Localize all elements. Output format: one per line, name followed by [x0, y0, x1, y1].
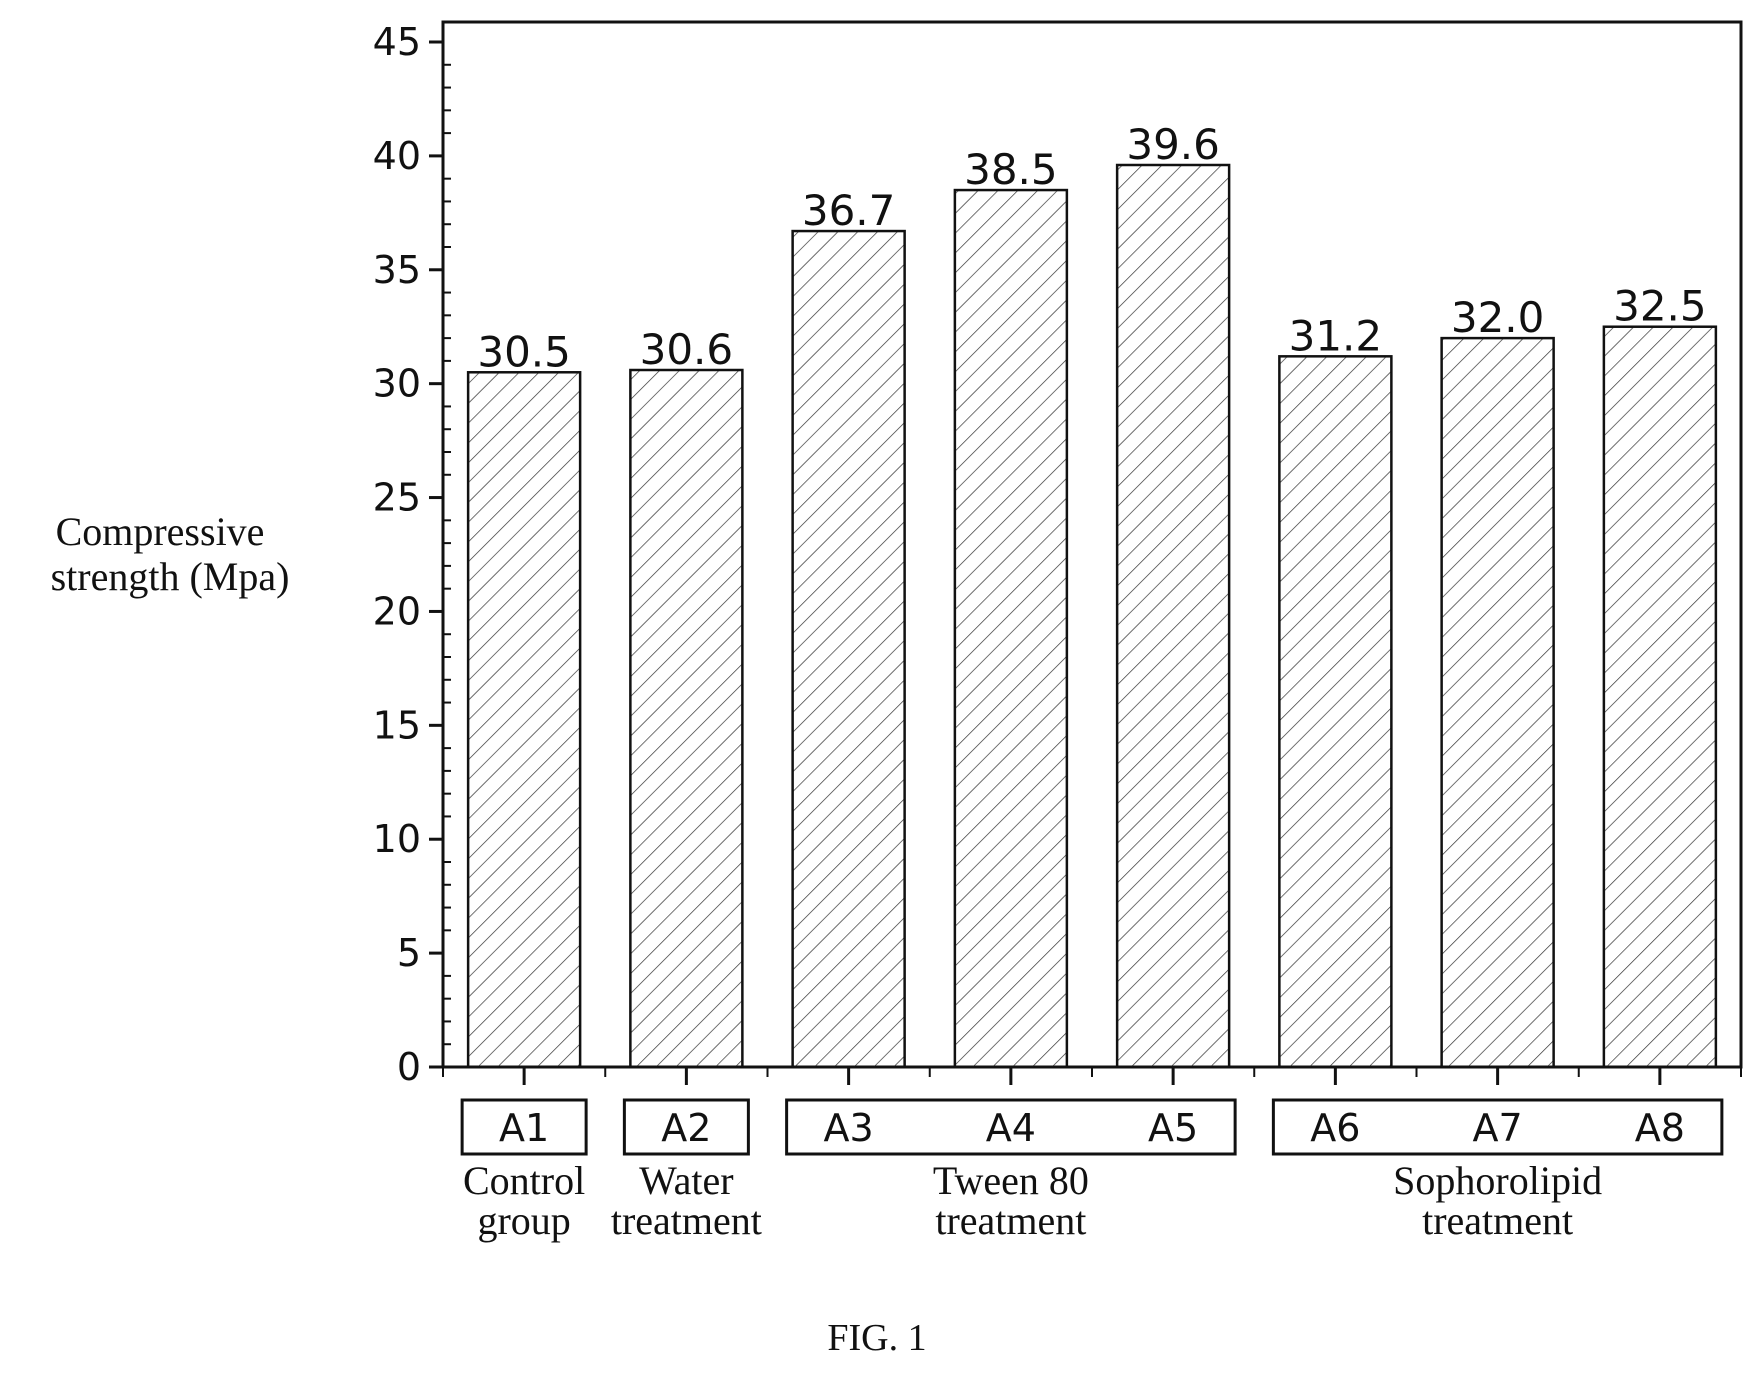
group-label-line: treatment	[611, 1198, 762, 1243]
bar-value-label: 32.0	[1451, 293, 1545, 342]
y-axis-label-line-2: strength (Mpa)	[51, 554, 290, 599]
category-label: A1	[499, 1106, 549, 1150]
category-label: A7	[1473, 1106, 1523, 1150]
bar-A4	[953, 188, 1069, 1069]
category-label: A5	[1148, 1106, 1198, 1150]
y-axis-label-line-1: Compressive	[56, 509, 265, 554]
group-box	[1271, 1098, 1724, 1156]
group-label-line: Sophorolipid	[1393, 1158, 1602, 1203]
category-label: A8	[1635, 1106, 1685, 1150]
bar-A1	[466, 371, 582, 1069]
y-tick-label: 45	[373, 20, 421, 64]
bar-A6	[1278, 355, 1393, 1069]
figure-caption: FIG. 1	[827, 1317, 926, 1359]
group-label-line: treatment	[935, 1198, 1086, 1243]
y-axis: 0 5 10 15 20 25 30 35 40 45	[373, 20, 451, 1089]
y-tick-label: 15	[373, 703, 421, 747]
bar-value-label: 30.5	[477, 327, 571, 376]
bar-A7	[1440, 336, 1555, 1069]
y-tick-label: 40	[373, 134, 421, 178]
y-tick-label: 35	[373, 248, 421, 292]
bar-value-label: 31.2	[1289, 311, 1383, 360]
category-label: A6	[1310, 1106, 1360, 1150]
y-tick-label: 25	[373, 476, 421, 520]
y-tick-label: 20	[373, 589, 421, 633]
category-label: A4	[986, 1106, 1036, 1150]
y-tick-label: 0	[397, 1045, 421, 1089]
bar-value-label: 30.6	[640, 325, 734, 374]
bar-A8	[1602, 325, 1718, 1069]
bar-value-label: 36.7	[802, 186, 896, 235]
bar-A5	[1115, 163, 1231, 1069]
group-box	[785, 1098, 1237, 1156]
category-label: A3	[824, 1106, 874, 1150]
group-label-line: Tween 80	[933, 1158, 1089, 1203]
group-label-line: group	[477, 1198, 570, 1243]
bar-A2	[629, 368, 744, 1069]
y-tick-label: 10	[373, 817, 421, 861]
group-label-line: treatment	[1422, 1198, 1573, 1243]
bar-value-label: 39.6	[1126, 120, 1220, 169]
category-label: A2	[661, 1106, 711, 1150]
y-tick-label: 30	[373, 362, 421, 406]
y-tick-label: 5	[397, 931, 421, 975]
group-box	[622, 1098, 750, 1156]
group-label-line: Control	[463, 1158, 585, 1203]
bar-value-label: 38.5	[964, 145, 1058, 194]
bar-value-label: 32.5	[1613, 282, 1707, 331]
group-box	[460, 1098, 588, 1156]
group-label-line: Water	[639, 1158, 734, 1203]
bar-A3	[791, 229, 906, 1069]
bars: 30.5 30.6 36.7 38.5 39.6 31.2 32.0 32.5	[442, 120, 1742, 1085]
